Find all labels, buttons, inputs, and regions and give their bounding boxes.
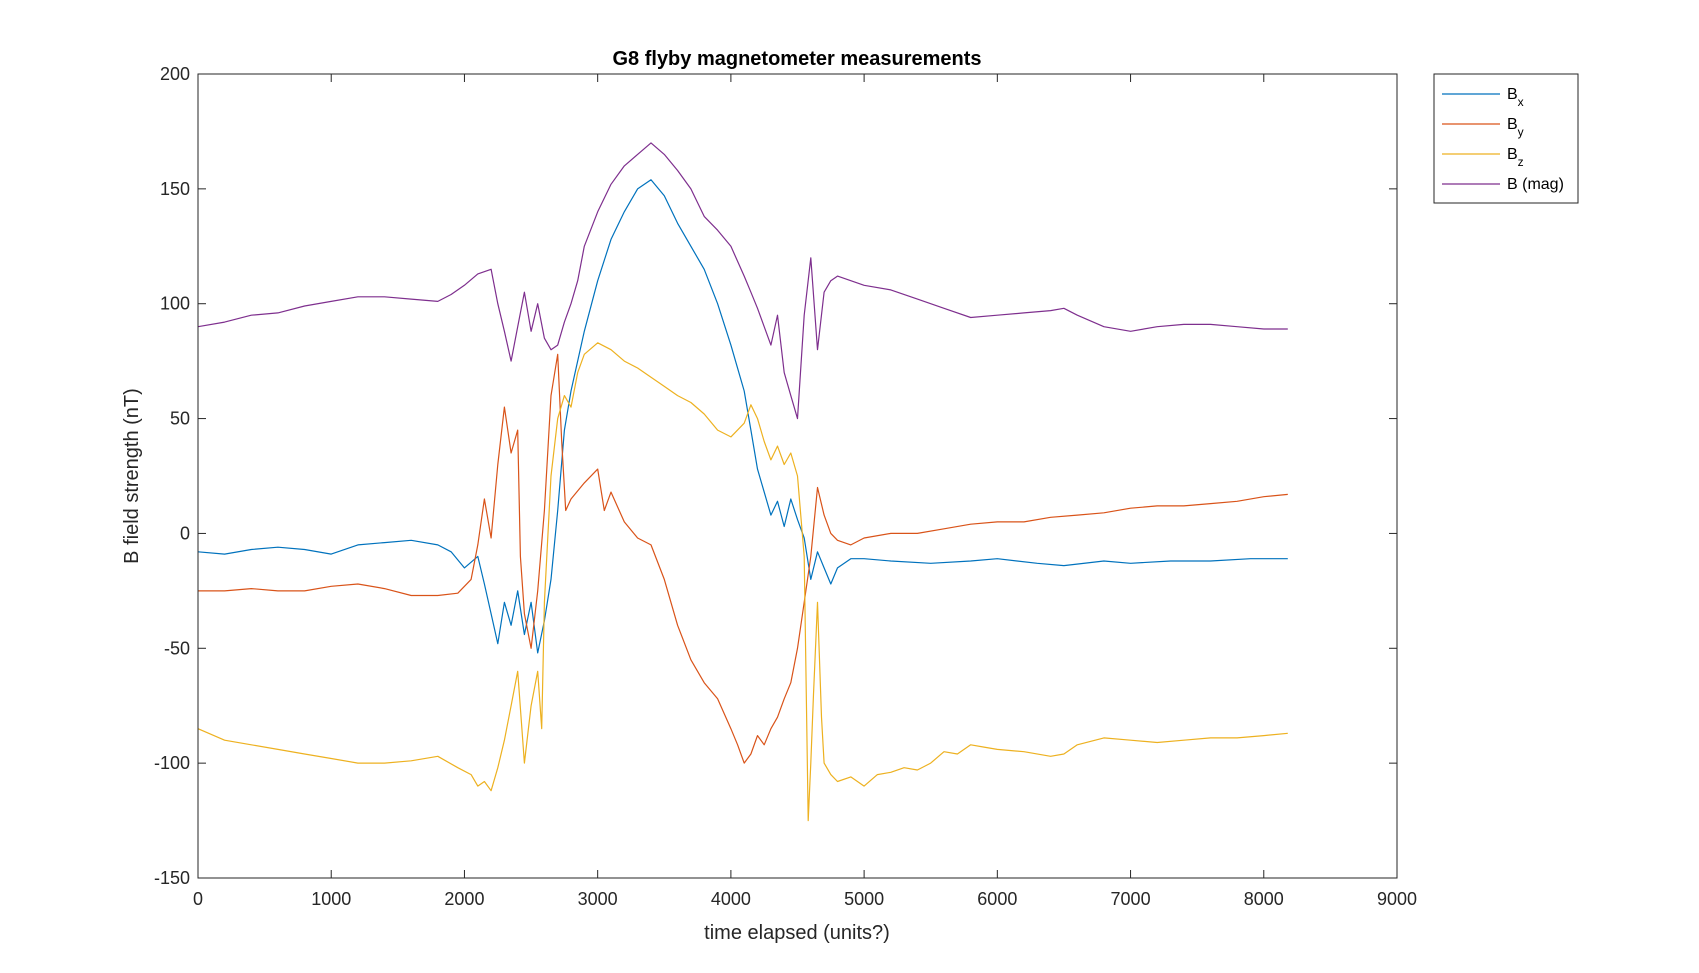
x-tick-label: 3000 — [578, 889, 618, 909]
x-tick-label: 9000 — [1377, 889, 1417, 909]
x-axis-label: time elapsed (units?) — [704, 922, 890, 944]
axes-box — [197, 73, 1398, 879]
y-tick-label: -100 — [154, 753, 190, 773]
x-tick-label: 4000 — [711, 889, 751, 909]
x-tick-label: 5000 — [844, 889, 884, 909]
y-tick-label: 200 — [160, 64, 190, 84]
x-tick-label: 2000 — [444, 889, 484, 909]
y-tick-label: 150 — [160, 179, 190, 199]
y-tick-label: 50 — [170, 409, 190, 429]
x-tick-label: 6000 — [977, 889, 1017, 909]
x-tick-label: 0 — [193, 889, 203, 909]
series-line-2 — [198, 353, 1288, 764]
y-tick-label: -150 — [154, 868, 190, 888]
y-tick-label: 0 — [180, 523, 190, 543]
y-tick-label: -50 — [164, 638, 190, 658]
chart-title: G8 flyby magnetometer measurements — [612, 48, 981, 70]
legend-entry-4: B (mag) — [1507, 176, 1564, 193]
y-axis: -150 -100 -50 0 50 100 150 200 — [154, 64, 1397, 888]
series-line-1 — [197, 179, 1288, 654]
series-line-4 — [197, 142, 1288, 420]
x-tick-label: 7000 — [1111, 889, 1151, 909]
y-tick-label: 100 — [160, 294, 190, 314]
legend-box — [1433, 73, 1579, 204]
x-tick-label: 1000 — [311, 889, 351, 909]
x-tick-label: 8000 — [1244, 889, 1284, 909]
plot-area — [197, 142, 1288, 822]
x-axis: 0 1000 2000 3000 4000 5000 6000 7000 8000 9000 — [193, 74, 1417, 909]
y-axis-label: B field strength (nT) — [121, 388, 143, 564]
series-line-3 — [197, 342, 1288, 822]
